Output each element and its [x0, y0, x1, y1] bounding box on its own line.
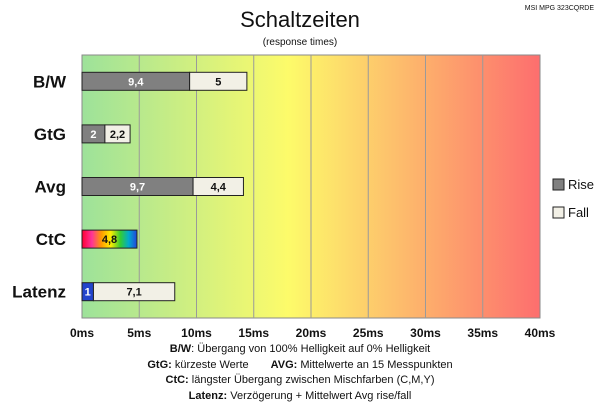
data-label: 5: [215, 76, 221, 88]
x-axis: 0ms 5ms 10ms 15ms 20ms 25ms 30ms 35ms 40ms: [70, 326, 556, 340]
rise-bar: [81, 229, 138, 249]
data-label: 4,4: [211, 182, 227, 194]
note-ctc-key: CtC:: [165, 374, 189, 386]
monitor-label: MSI MPG 323CQRDE: [525, 5, 595, 12]
note-bw-text: : Übergang von 100% Helligkeit auf 0% He…: [191, 343, 431, 355]
x-tick-label: 5ms: [127, 326, 151, 340]
data-label: 7,1: [126, 287, 141, 299]
note-gtg-text: kürzeste Werte: [171, 358, 249, 371]
note-gtg-key: GtG:: [147, 358, 172, 371]
response-time-chart: Schaltzeiten (response times) MSI MPG 32…: [12, 5, 595, 340]
chart-subtitle: (response times): [263, 37, 337, 48]
x-tick-label: 20ms: [296, 326, 327, 340]
note-latenz: Latenz: Verzögerung + Mittelwert Avg ris…: [0, 389, 600, 405]
note-bw: B/W: Übergang von 100% Helligkeit auf 0%…: [0, 342, 600, 358]
category-label: Latenz: [12, 283, 66, 302]
x-tick-label: 10ms: [181, 326, 212, 340]
data-label: 9,7: [130, 182, 145, 194]
legend-label-fall: Fall: [568, 205, 589, 220]
x-tick-label: 40ms: [525, 326, 556, 340]
bars: 9,4 5 2 2,2 9,7 4,4 4,8 1 7,1: [81, 71, 248, 302]
note-gtg-avg: GtG: kürzeste Werte AVG: Mittelwerte an 1…: [0, 358, 600, 374]
legend: Rise Fall: [552, 177, 594, 220]
category-label: CtC: [36, 230, 66, 249]
x-tick-label: 0ms: [70, 326, 94, 340]
legend-label-rise: Rise: [568, 177, 594, 192]
data-label: 9,4: [128, 76, 144, 88]
y-axis: B/W GtG Avg CtC Latenz: [12, 72, 67, 301]
category-label: GtG: [34, 125, 66, 144]
chart-title: Schaltzeiten: [240, 7, 360, 32]
category-label: B/W: [33, 72, 67, 91]
data-label: 4,8: [102, 234, 117, 246]
fall-bar: [92, 282, 176, 302]
legend-swatch-fall: [552, 206, 565, 219]
x-tick-label: 35ms: [467, 326, 498, 340]
x-tick-label: 15ms: [238, 326, 269, 340]
data-label: 2,2: [110, 129, 125, 141]
note-ctc-text: längster Übergang zwischen Mischfarben (…: [188, 374, 435, 386]
note-ctc: CtC: längster Übergang zwischen Mischfar…: [0, 373, 600, 389]
note-latenz-key: Latenz:: [188, 389, 228, 402]
legend-swatch-rise: [552, 178, 565, 191]
chart-notes: B/W: Übergang von 100% Helligkeit auf 0%…: [0, 342, 600, 404]
fall-bar: [192, 177, 244, 196]
gridlines: [138, 55, 484, 318]
note-avg-text: Mittelwerte an 15 Messpunkten: [297, 358, 453, 371]
category-label: Avg: [35, 178, 67, 197]
data-label: 1: [85, 287, 91, 299]
x-tick-label: 25ms: [353, 326, 384, 340]
note-latenz-text: Verzögerung + Mittelwert Avg rise/fall: [227, 389, 412, 402]
data-label: 2: [90, 129, 96, 141]
fall-bar: [189, 71, 248, 91]
fall-bar: [104, 124, 131, 144]
note-bw-key: B/W: [169, 343, 192, 355]
x-tick-label: 30ms: [410, 326, 441, 340]
note-avg-key: AVG:: [270, 358, 298, 371]
